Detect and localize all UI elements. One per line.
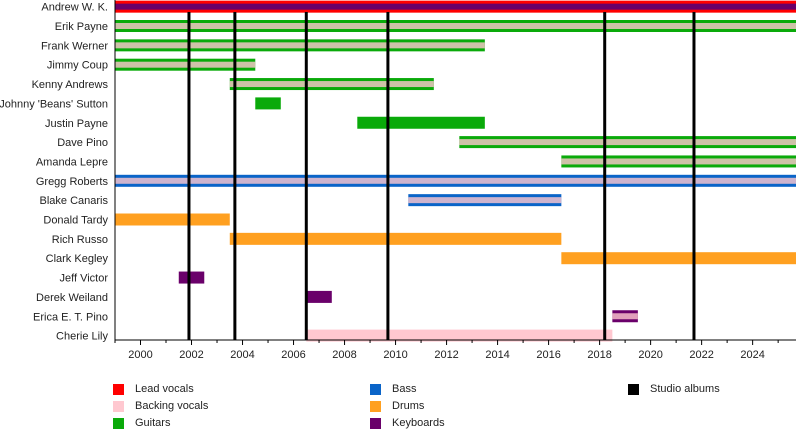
member-label: Jimmy Coup xyxy=(47,60,108,72)
legend-label: Studio albums xyxy=(650,383,720,395)
x-tick-label: 2014 xyxy=(485,349,509,361)
legend-label: Guitars xyxy=(135,417,171,429)
member-bar xyxy=(306,329,613,342)
legend-swatch xyxy=(113,383,124,395)
legend-swatch xyxy=(370,400,381,412)
x-tick-label: 2012 xyxy=(434,349,458,361)
x-tick-label: 2000 xyxy=(128,349,152,361)
member-label: Amanda Lepre xyxy=(36,156,108,168)
member-secondary-stripe xyxy=(115,61,256,68)
member-label: Cherie Lily xyxy=(56,331,108,343)
member-label: Erica E. T. Pino xyxy=(33,311,108,323)
x-tick-label: 2018 xyxy=(587,349,611,361)
legend-label: Bass xyxy=(392,383,417,395)
member-bar xyxy=(178,271,205,284)
member-label: Johnny 'Beans' Sutton xyxy=(0,98,108,110)
x-tick-label: 2024 xyxy=(740,349,764,361)
x-tick-label: 2022 xyxy=(689,349,713,361)
member-secondary-stripe xyxy=(612,313,638,320)
member-label: Derek Weiland xyxy=(36,292,108,304)
x-tick-label: 2016 xyxy=(536,349,560,361)
band-timeline-chart: Andrew W. K. Erik Payne Frank Werner Jimmy … xyxy=(0,0,796,361)
legend-item: Bass xyxy=(370,383,416,395)
member-bar xyxy=(229,232,562,245)
legend-label: Keyboards xyxy=(392,417,445,429)
legend-item: Studio albums xyxy=(628,383,720,395)
member-label: Rich Russo xyxy=(52,234,108,246)
member-bar xyxy=(357,116,485,129)
member-label: Erik Payne xyxy=(55,21,108,33)
x-tick-label: 2008 xyxy=(332,349,356,361)
member-label: Gregg Roberts xyxy=(36,176,109,188)
legend-item: Keyboards xyxy=(370,417,445,429)
member-secondary-stripe xyxy=(229,81,434,88)
legend-label: Backing vocals xyxy=(135,400,209,412)
x-tick-label: 2010 xyxy=(383,349,407,361)
x-tick-label: 2006 xyxy=(281,349,305,361)
legend-swatch xyxy=(628,383,639,395)
legend-label: Drums xyxy=(392,400,425,412)
member-secondary-stripe xyxy=(115,177,796,184)
member-secondary-stripe xyxy=(408,197,562,204)
member-bar xyxy=(255,97,281,110)
legend-swatch xyxy=(113,417,124,429)
member-bar xyxy=(115,213,230,226)
member-label: Dave Pino xyxy=(57,137,108,149)
member-label: Justin Payne xyxy=(45,118,108,130)
member-label: Donald Tardy xyxy=(43,215,108,227)
legend-item: Lead vocals xyxy=(113,383,194,395)
member-secondary-stripe xyxy=(561,158,796,165)
member-secondary-stripe xyxy=(115,42,485,49)
legend-swatch xyxy=(370,383,381,395)
member-secondary-stripe xyxy=(115,3,796,10)
x-tick-label: 2002 xyxy=(179,349,203,361)
legend-label: Lead vocals xyxy=(135,383,194,395)
member-label: Andrew W. K. xyxy=(41,2,108,14)
x-tick-label: 2004 xyxy=(230,349,254,361)
member-label: Kenny Andrews xyxy=(32,79,109,91)
member-secondary-stripe xyxy=(115,23,796,29)
member-label: Clark Kegley xyxy=(46,253,109,265)
member-label: Blake Canaris xyxy=(40,195,109,207)
member-label: Jeff Victor xyxy=(59,273,108,285)
legend-item: Guitars xyxy=(113,417,170,429)
legend-swatch xyxy=(113,400,124,412)
member-label: Frank Werner xyxy=(41,40,108,52)
legend-item: Backing vocals xyxy=(113,400,208,412)
member-secondary-stripe xyxy=(459,139,796,146)
x-tick-label: 2020 xyxy=(638,349,662,361)
member-bar xyxy=(306,290,332,303)
legend-item: Drums xyxy=(370,400,424,412)
member-bar xyxy=(561,252,796,265)
legend-swatch xyxy=(370,417,381,429)
